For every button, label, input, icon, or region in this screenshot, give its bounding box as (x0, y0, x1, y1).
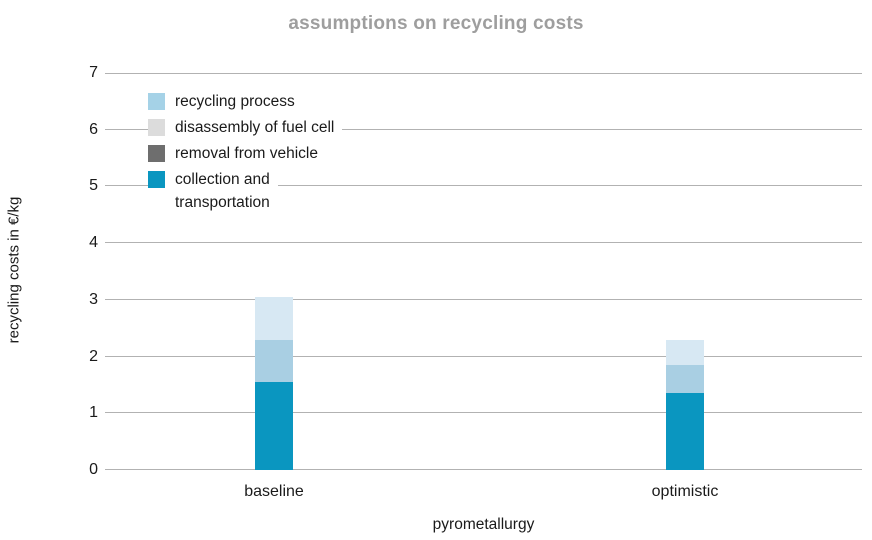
legend-item-1: disassembly of fuel cell (148, 114, 343, 140)
legend-item-3: collection and transportation (148, 166, 278, 215)
gridline-y-0 (105, 469, 862, 470)
gridline-y-7 (105, 73, 862, 74)
bar-segment-disassembly-of-fuel-cell (255, 297, 293, 340)
y-axis-label: recycling costs in €/kg (5, 196, 23, 344)
y-tick-label-4: 4 (89, 234, 98, 252)
legend-item-label: disassembly of fuel cell (175, 119, 335, 136)
gridline-y-6 (105, 128, 862, 130)
y-tick-label-1: 1 (89, 404, 98, 422)
gridline-y-2 (105, 355, 862, 357)
bar-segment-collection-and-transportation (666, 393, 704, 470)
legend-swatch-icon (148, 119, 165, 136)
x-axis-label: pyrometallurgy (432, 516, 535, 533)
gridline-y-4 (105, 242, 862, 244)
legend-swatch-icon (148, 93, 165, 110)
plot-area: recycling process disassembly of fuel cel… (105, 73, 862, 470)
bar-segment-collection-and-transportation (255, 382, 293, 470)
bar-segment-disassembly-of-fuel-cell (666, 339, 704, 366)
legend-item-2: removal from vehicle (148, 140, 326, 166)
legend-item-0: recycling process (148, 88, 303, 114)
legend-item-label: recycling process (175, 93, 295, 110)
y-tick-label-6: 6 (89, 120, 98, 138)
y-tick-label-0: 0 (89, 461, 98, 478)
gridline-y-3 (105, 298, 862, 300)
chart-title: assumptions on recycling costs (288, 13, 584, 34)
gridline-y-5 (105, 185, 862, 187)
gridline-y-1 (105, 412, 862, 414)
legend: recycling process disassembly of fuel cel… (148, 88, 343, 215)
bar-segment-recycling-process (255, 339, 293, 383)
y-tick-label-2: 2 (89, 347, 98, 365)
x-tick-label-optimistic: optimistic (651, 483, 719, 500)
x-tick-label-baseline: baseline (244, 483, 304, 500)
legend-item-label: collection and transportation (175, 171, 270, 211)
y-tick-label-3: 3 (89, 290, 98, 308)
legend-swatch-icon (148, 145, 165, 162)
y-tick-label-7: 7 (89, 64, 98, 81)
y-tick-label-5: 5 (89, 177, 98, 195)
legend-swatch-icon (148, 171, 165, 188)
legend-item-label: removal from vehicle (175, 145, 318, 162)
bar-segment-recycling-process (666, 365, 704, 394)
